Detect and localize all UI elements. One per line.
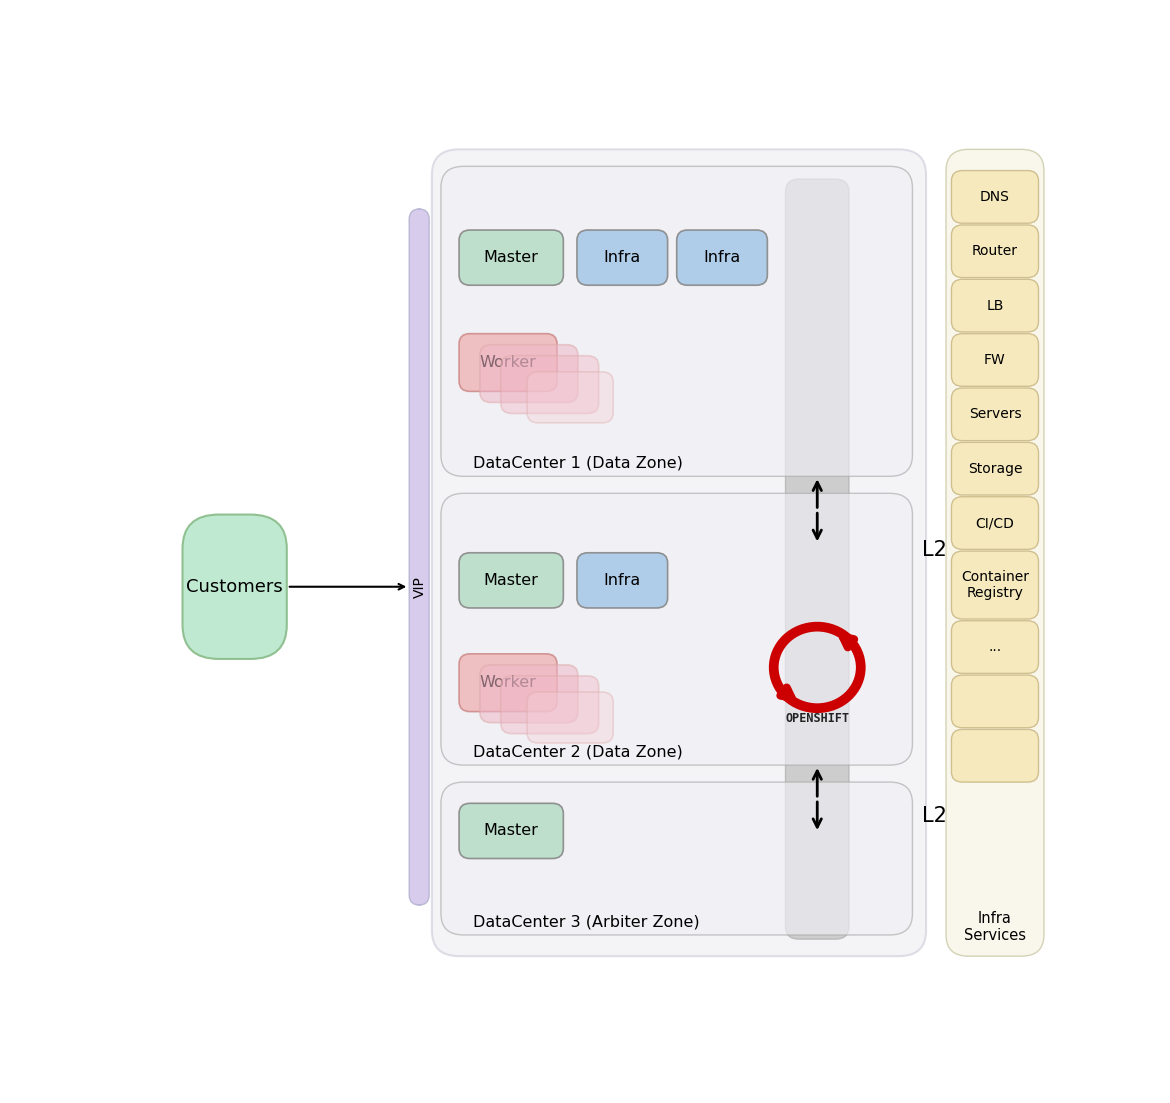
Text: Master: Master <box>483 572 538 588</box>
FancyBboxPatch shape <box>441 782 913 935</box>
Text: VIP: VIP <box>413 576 427 598</box>
FancyBboxPatch shape <box>441 167 913 476</box>
Text: Infra: Infra <box>703 250 741 265</box>
FancyBboxPatch shape <box>459 803 564 858</box>
Text: L2: L2 <box>922 806 947 826</box>
FancyBboxPatch shape <box>459 553 564 608</box>
FancyBboxPatch shape <box>410 208 429 906</box>
Text: Infra: Infra <box>604 250 641 265</box>
FancyBboxPatch shape <box>526 372 613 422</box>
Text: DataCenter 2 (Data Zone): DataCenter 2 (Data Zone) <box>473 745 682 759</box>
FancyBboxPatch shape <box>480 665 578 722</box>
FancyBboxPatch shape <box>951 279 1039 332</box>
FancyBboxPatch shape <box>676 231 768 286</box>
FancyBboxPatch shape <box>577 231 668 286</box>
FancyBboxPatch shape <box>501 676 599 733</box>
FancyBboxPatch shape <box>951 621 1039 673</box>
FancyBboxPatch shape <box>459 333 557 392</box>
FancyBboxPatch shape <box>951 442 1039 495</box>
FancyBboxPatch shape <box>951 388 1039 441</box>
FancyBboxPatch shape <box>432 149 927 956</box>
Text: ...: ... <box>989 640 1002 654</box>
FancyBboxPatch shape <box>183 514 287 658</box>
Text: L2: L2 <box>922 540 947 560</box>
Text: DataCenter 1 (Data Zone): DataCenter 1 (Data Zone) <box>473 456 682 470</box>
FancyBboxPatch shape <box>951 171 1039 223</box>
FancyBboxPatch shape <box>951 225 1039 278</box>
Text: Worker: Worker <box>480 355 537 370</box>
Text: Master: Master <box>483 250 538 265</box>
Text: DNS: DNS <box>980 190 1010 204</box>
Text: Customers: Customers <box>186 578 283 596</box>
FancyBboxPatch shape <box>459 654 557 711</box>
FancyBboxPatch shape <box>459 231 564 286</box>
Text: Servers: Servers <box>969 407 1021 421</box>
Text: OPENSHIFT: OPENSHIFT <box>785 711 849 725</box>
Text: CI/CD: CI/CD <box>976 516 1014 531</box>
FancyBboxPatch shape <box>951 496 1039 549</box>
Text: LB: LB <box>986 299 1004 312</box>
Text: Infra
Services: Infra Services <box>964 911 1026 943</box>
Text: Router: Router <box>972 244 1018 258</box>
FancyBboxPatch shape <box>501 356 599 414</box>
FancyBboxPatch shape <box>480 344 578 403</box>
FancyBboxPatch shape <box>577 553 668 608</box>
FancyBboxPatch shape <box>951 333 1039 386</box>
FancyBboxPatch shape <box>947 149 1044 956</box>
Text: Infra: Infra <box>604 572 641 588</box>
FancyBboxPatch shape <box>441 493 913 765</box>
Text: FW: FW <box>984 353 1006 367</box>
Text: Container
Registry: Container Registry <box>961 570 1028 600</box>
FancyBboxPatch shape <box>951 729 1039 782</box>
FancyBboxPatch shape <box>951 675 1039 728</box>
FancyBboxPatch shape <box>951 552 1039 619</box>
Text: DataCenter 3 (Arbiter Zone): DataCenter 3 (Arbiter Zone) <box>473 914 700 929</box>
FancyBboxPatch shape <box>785 179 849 940</box>
FancyBboxPatch shape <box>526 692 613 743</box>
Text: Worker: Worker <box>480 675 537 690</box>
Text: Storage: Storage <box>968 462 1023 475</box>
Text: Master: Master <box>483 824 538 838</box>
